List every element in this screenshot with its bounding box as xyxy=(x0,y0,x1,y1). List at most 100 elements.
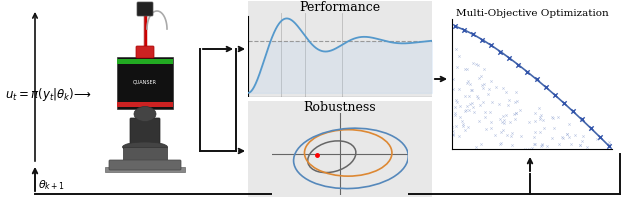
FancyBboxPatch shape xyxy=(117,58,173,109)
Point xyxy=(483,93,493,96)
Point xyxy=(462,82,472,85)
Point xyxy=(478,101,488,104)
Point xyxy=(463,126,474,129)
Point xyxy=(562,133,572,136)
Point xyxy=(522,71,532,74)
Point xyxy=(577,140,587,143)
Point xyxy=(579,135,589,138)
Point xyxy=(452,66,462,70)
Point xyxy=(447,126,458,129)
Point xyxy=(454,55,464,58)
Point xyxy=(505,121,515,124)
Point xyxy=(529,136,540,139)
Point xyxy=(449,114,460,117)
Point xyxy=(524,120,534,124)
Point xyxy=(595,136,605,139)
Point xyxy=(540,86,550,89)
Point xyxy=(456,120,467,123)
Point xyxy=(455,116,465,119)
Ellipse shape xyxy=(134,107,156,122)
Point xyxy=(570,133,580,137)
Point xyxy=(469,111,479,114)
Point xyxy=(450,25,460,29)
Text: QUANSER: QUANSER xyxy=(133,79,157,84)
Point xyxy=(495,142,506,146)
Point xyxy=(604,142,614,146)
Point xyxy=(468,62,478,65)
Point xyxy=(530,119,540,123)
Point xyxy=(451,48,461,51)
Point xyxy=(490,134,500,137)
Point xyxy=(474,120,484,123)
Point xyxy=(460,68,470,72)
Point xyxy=(496,131,506,134)
Point xyxy=(566,143,576,146)
FancyBboxPatch shape xyxy=(105,167,185,172)
Point xyxy=(452,101,462,104)
Point xyxy=(604,144,614,148)
Point xyxy=(575,144,585,147)
Point xyxy=(473,64,483,67)
Point xyxy=(495,142,506,145)
Point xyxy=(531,78,541,82)
Point xyxy=(504,99,514,102)
Point xyxy=(502,134,512,137)
Point xyxy=(507,144,517,147)
Text: $u_t = \pi(y_t|\theta_k)\!\longrightarrow$: $u_t = \pi(y_t|\theta_k)\!\longrightarro… xyxy=(5,86,92,103)
Title: Performance: Performance xyxy=(300,1,381,14)
Point xyxy=(455,105,465,108)
Point xyxy=(499,119,509,122)
Point xyxy=(458,123,468,126)
Point xyxy=(481,128,492,131)
Point xyxy=(547,136,557,140)
Point xyxy=(524,147,534,151)
Point xyxy=(537,143,547,146)
Point xyxy=(476,75,486,78)
Point xyxy=(530,112,540,115)
Point xyxy=(577,118,587,122)
Title: Robustness: Robustness xyxy=(304,101,376,114)
Point xyxy=(499,129,509,132)
Point xyxy=(568,110,578,113)
Point xyxy=(500,114,511,117)
Point xyxy=(511,112,521,115)
Point xyxy=(458,125,468,128)
Point xyxy=(559,102,569,105)
Point xyxy=(510,118,520,121)
Point xyxy=(448,87,458,91)
Point xyxy=(479,110,490,114)
Point xyxy=(536,144,546,148)
Point xyxy=(483,87,493,91)
Point xyxy=(542,145,552,148)
Point xyxy=(512,100,522,103)
FancyBboxPatch shape xyxy=(248,101,432,197)
FancyBboxPatch shape xyxy=(123,147,167,162)
Point xyxy=(480,116,490,119)
Point xyxy=(495,118,505,121)
Point xyxy=(538,126,548,130)
Point xyxy=(536,114,546,117)
Point xyxy=(530,143,540,146)
Point xyxy=(484,111,495,114)
FancyBboxPatch shape xyxy=(136,47,154,59)
Point xyxy=(591,138,602,141)
Title: Multi-Objective Optimization: Multi-Objective Optimization xyxy=(456,9,609,18)
Point xyxy=(485,80,495,83)
Point xyxy=(477,84,487,87)
Point xyxy=(474,77,484,81)
Point xyxy=(467,89,477,92)
Point xyxy=(476,143,486,146)
Point xyxy=(460,108,470,112)
Point xyxy=(506,135,516,138)
Point xyxy=(534,107,545,110)
Point xyxy=(448,133,458,136)
Point xyxy=(548,127,559,130)
Point xyxy=(486,121,496,124)
FancyBboxPatch shape xyxy=(248,2,432,98)
FancyBboxPatch shape xyxy=(137,3,153,17)
Point xyxy=(564,136,574,139)
Point xyxy=(472,63,482,66)
Point xyxy=(563,133,573,136)
Point xyxy=(486,126,496,129)
Point xyxy=(448,78,458,81)
